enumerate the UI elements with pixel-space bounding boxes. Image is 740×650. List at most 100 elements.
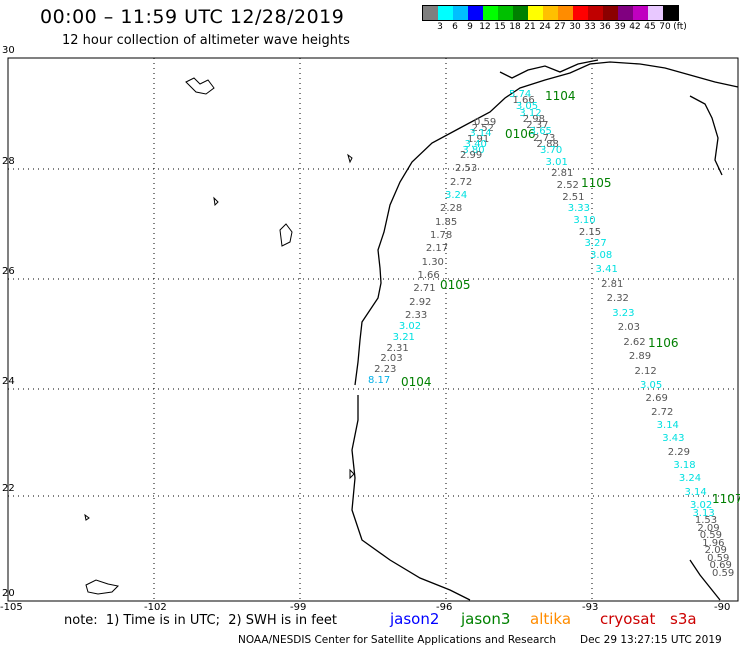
wave-height-value: 3.08 — [590, 250, 613, 261]
wave-height-value: 8.17 — [368, 375, 391, 386]
map-subtitle: 12 hour collection of altimeter wave hei… — [62, 33, 350, 48]
wave-height-value: 3.01 — [545, 156, 568, 168]
color-scale-label: 45 — [644, 22, 656, 32]
color-scale-label: 12 — [479, 22, 491, 32]
wave-height-value: 2.69 — [645, 393, 668, 405]
latitude-label: 26 — [2, 266, 15, 277]
wave-height-value: 3.40 — [464, 139, 487, 150]
color-scale-label: 21 — [524, 22, 536, 32]
wave-height-value: 1.66 — [417, 270, 440, 281]
wave-height-value: 2.31 — [386, 342, 409, 354]
map-title: 00:00 – 11:59 UTC 12/28/2019 — [40, 6, 345, 28]
wave-height-value: 2.29 — [667, 446, 691, 458]
wave-height-value: 1.78 — [430, 230, 453, 241]
color-scale-label: 9 — [467, 22, 473, 32]
color-swatch — [618, 6, 633, 20]
color-swatch — [588, 6, 603, 20]
color-scale-label: 42 — [629, 22, 641, 32]
wave-height-value: 2.71 — [413, 283, 436, 295]
wave-height-value: 2.72 — [450, 176, 473, 188]
wave-height-value: 0.59 — [707, 552, 730, 564]
wave-height-value: 2.37 — [526, 120, 549, 132]
wave-height-value: 3.13 — [692, 507, 715, 519]
wave-height-value: 3.65 — [529, 126, 552, 138]
wave-height-value: 2.51 — [562, 191, 585, 203]
latitude-label: 30 — [2, 45, 15, 56]
color-swatch — [513, 6, 528, 20]
wave-height-value: 2.52 — [556, 180, 579, 191]
wave-height-value: 1.30 — [421, 256, 444, 268]
color-swatch — [648, 6, 663, 20]
wave-height-value: 2.03 — [617, 322, 641, 334]
wave-height-color-scale — [422, 5, 679, 21]
wave-height-value: 2.62 — [623, 336, 646, 348]
wave-height-value: 2.52 — [471, 122, 494, 134]
color-scale-label: 33 — [584, 22, 596, 32]
pass-id-label: 0104 — [401, 375, 432, 389]
color-swatch — [663, 6, 678, 20]
wave-height-value: 3.70 — [540, 145, 563, 156]
wave-height-value: 0.69 — [709, 560, 732, 572]
wave-height-value: 2.81 — [601, 278, 624, 290]
wave-height-value: 3.18 — [673, 460, 696, 471]
credit-line: NOAA/NESDIS Center for Satellite Applica… — [238, 634, 556, 646]
wave-height-value: 1.91 — [467, 133, 490, 145]
longitude-label: -90 — [714, 602, 731, 613]
wave-height-value: 2.03 — [380, 353, 403, 365]
color-swatch — [603, 6, 618, 20]
longitude-label: -96 — [436, 602, 453, 613]
color-swatch — [483, 6, 498, 20]
color-swatch — [573, 6, 588, 20]
pass-id-label: 0105 — [440, 278, 471, 292]
wave-height-value: 3.27 — [584, 238, 607, 250]
wave-height-value: 2.23 — [374, 364, 397, 376]
pass-id-label: 1105 — [581, 176, 612, 190]
wave-height-value: 0.59 — [474, 117, 497, 128]
wave-height-value: 3.21 — [392, 331, 415, 343]
wave-height-value: 2.15 — [578, 226, 602, 238]
wave-height-value: 3.24 — [678, 473, 702, 485]
color-scale-label: 6 — [452, 22, 458, 32]
wave-height-value: 2.72 — [651, 406, 674, 418]
pass-id-label: 0106 — [505, 127, 536, 141]
color-scale-label: 30 — [569, 22, 581, 32]
legend-jason2: jason2 — [390, 610, 440, 628]
wave-height-value: 3.14 — [656, 420, 679, 431]
wave-height-value: 3.12 — [519, 107, 542, 119]
longitude-label: -99 — [290, 602, 307, 613]
wave-height-value: 3.05 — [640, 380, 663, 391]
color-swatch — [528, 6, 543, 20]
color-swatch — [453, 6, 468, 20]
longitude-label: -93 — [582, 602, 599, 613]
wave-height-value: 3.80 — [462, 144, 485, 156]
color-swatch — [498, 6, 513, 20]
islands — [84, 77, 355, 595]
color-swatch — [633, 6, 648, 20]
wave-height-value: 2.99 — [460, 150, 483, 161]
latitude-label: 28 — [2, 156, 15, 167]
wave-height-value: 1.96 — [702, 537, 725, 549]
wave-height-value: 2.81 — [551, 168, 574, 180]
wave-height-value: 1.53 — [694, 515, 718, 527]
color-scale-label: 39 — [614, 22, 626, 32]
wave-height-value: 3.23 — [612, 307, 635, 319]
wave-height-value: 2.33 — [405, 310, 428, 321]
wave-height-value: 3.14 — [684, 486, 707, 498]
color-swatch — [423, 6, 438, 20]
wave-height-value: 3.02 — [398, 320, 422, 332]
legend-jason3: jason3 — [461, 610, 511, 628]
color-swatch — [468, 6, 483, 20]
color-swatch — [558, 6, 573, 20]
color-scale-label: 3 — [437, 22, 443, 32]
wave-height-value: 2.32 — [606, 293, 629, 305]
wave-height-value: 3.41 — [595, 264, 618, 276]
wave-height-value: 1.66 — [512, 95, 535, 107]
generation-timestamp: Dec 29 13:27:15 UTC 2019 — [580, 634, 722, 646]
wave-height-value: 3.10 — [573, 215, 596, 226]
wave-height-value: 2.89 — [628, 351, 652, 363]
color-scale-label: (ft) — [673, 22, 687, 32]
wave-height-value: 3.14 — [469, 128, 492, 139]
wave-height-value: 3.05 — [515, 101, 539, 113]
latitude-label: 22 — [2, 483, 15, 494]
